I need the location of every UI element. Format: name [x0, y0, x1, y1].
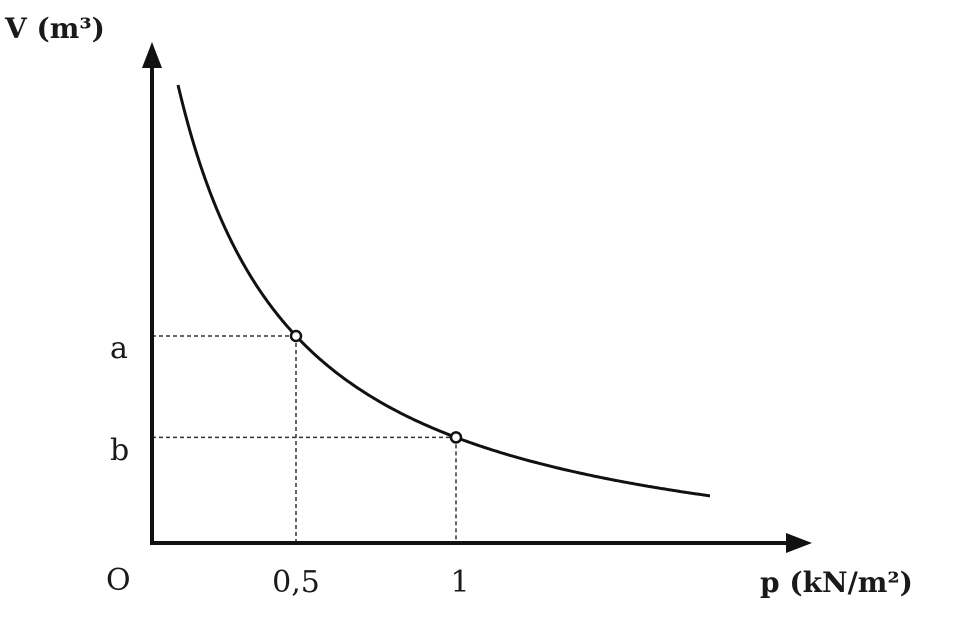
- data-point: [449, 431, 463, 444]
- y-tick-label: a: [110, 331, 128, 366]
- x-axis-label: p (kN/m²): [760, 566, 913, 599]
- y-axis-arrow-icon: [142, 42, 162, 68]
- data-point: [289, 329, 303, 343]
- y-tick-label: b: [110, 433, 129, 468]
- x-axis-arrow-icon: [786, 533, 812, 553]
- x-tick-label: 1: [450, 565, 469, 600]
- x-tick-label: 0,5: [272, 565, 320, 600]
- origin-label: O: [106, 563, 131, 598]
- y-axis-label: V (m³): [4, 12, 105, 45]
- hyperbola-curve: [176, 84, 711, 498]
